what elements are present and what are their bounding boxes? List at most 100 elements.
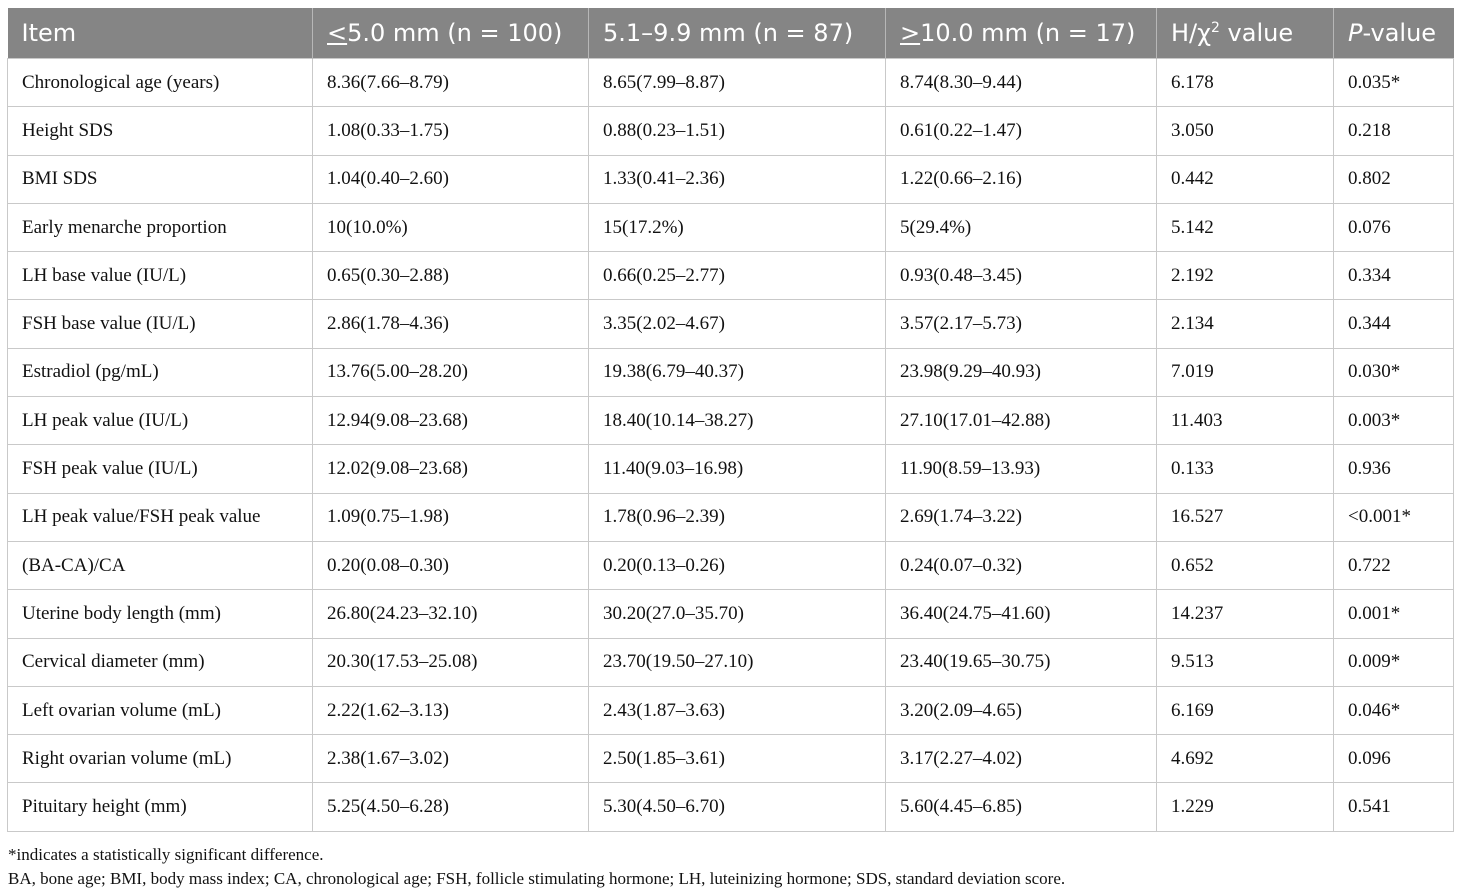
cell-item: LH peak value (IU/L) [7, 396, 313, 446]
cell-statistic: 14.237 [1156, 589, 1334, 639]
cell-p-value: 0.001* [1333, 589, 1454, 639]
cell-group-3: 5(29.4%) [885, 202, 1157, 253]
cell-p-value: 0.009* [1333, 637, 1454, 687]
header-row: Item <5.0 mm (n = 100) 5.1–9.9 mm (n = 8… [7, 8, 1454, 59]
footnote-significance: *indicates a statistically significant d… [8, 845, 324, 864]
table-body: Chronological age (years) 8.36(7.66–8.79)… [7, 57, 1454, 832]
cell-item: Chronological age (years) [7, 57, 313, 108]
cell-group-1: 2.22(1.62–3.13) [312, 685, 589, 736]
cell-statistic: 0.442 [1156, 154, 1334, 204]
cell-group-3: 27.10(17.01–42.88) [885, 396, 1157, 446]
cell-statistic: 0.133 [1156, 444, 1334, 494]
header-group-3: >10.0 mm (n = 17) [885, 8, 1157, 59]
cell-statistic: 0.652 [1156, 540, 1334, 591]
cell-group-2: 18.40(10.14–38.27) [588, 396, 886, 446]
header-p-rest: -value [1362, 19, 1437, 47]
cell-p-value: 0.802 [1333, 154, 1454, 204]
table-row: Right ovarian volume (mL) 2.38(1.67–3.02)… [7, 734, 1454, 784]
cell-item: FSH peak value (IU/L) [7, 444, 313, 494]
cell-group-1: 1.08(0.33–1.75) [312, 106, 589, 156]
cell-group-1: 13.76(5.00–28.20) [312, 347, 589, 398]
cell-group-1: 20.30(17.53–25.08) [312, 637, 589, 687]
cell-item: FSH base value (IU/L) [7, 299, 313, 349]
cell-statistic: 7.019 [1156, 347, 1334, 398]
cell-group-2: 11.40(9.03–16.98) [588, 444, 886, 494]
cell-group-1: 0.65(0.30–2.88) [312, 251, 589, 301]
table-row: Uterine body length (mm) 26.80(24.23–32.1… [7, 589, 1454, 639]
table-row: LH base value (IU/L) 0.65(0.30–2.88) 0.66(… [7, 251, 1454, 301]
cell-p-value: 0.334 [1333, 251, 1454, 301]
footnote-abbreviations: BA, bone age; BMI, body mass index; CA, … [8, 869, 1066, 888]
cell-statistic: 2.134 [1156, 299, 1334, 349]
cell-p-value: <0.001* [1333, 492, 1454, 542]
table-row: FSH peak value (IU/L) 12.02(9.08–23.68) 11… [7, 444, 1454, 494]
cell-statistic: 9.513 [1156, 637, 1334, 687]
cell-p-value: 0.096 [1333, 734, 1454, 784]
header-p-italic: P [1348, 19, 1363, 47]
cell-group-1: 0.20(0.08–0.30) [312, 540, 589, 591]
cell-group-3: 2.69(1.74–3.22) [885, 492, 1157, 542]
cell-statistic: 2.192 [1156, 251, 1334, 301]
cell-group-3: 23.40(19.65–30.75) [885, 637, 1157, 687]
cell-statistic: 3.050 [1156, 106, 1334, 156]
cell-group-3: 23.98(9.29–40.93) [885, 347, 1157, 398]
cell-group-1: 12.94(9.08–23.68) [312, 396, 589, 446]
cell-item: BMI SDS [7, 154, 313, 204]
table-footnotes: *indicates a statistically significant d… [8, 843, 1065, 891]
header-group-2-text: 5.1–9.9 mm (n = 87) [603, 19, 854, 47]
cell-statistic: 4.692 [1156, 734, 1334, 784]
header-group-3-symbol: > [900, 19, 921, 47]
table-row: LH peak value/FSH peak value 1.09(0.75–1.… [7, 492, 1454, 542]
cell-item: Right ovarian volume (mL) [7, 734, 313, 784]
cell-statistic: 16.527 [1156, 492, 1334, 542]
cell-p-value: 0.030* [1333, 347, 1454, 398]
cell-group-2: 3.35(2.02–4.67) [588, 299, 886, 349]
cell-group-1: 26.80(24.23–32.10) [312, 589, 589, 639]
cell-group-3: 8.74(8.30–9.44) [885, 57, 1157, 108]
table-row: Height SDS 1.08(0.33–1.75) 0.88(0.23–1.51)… [7, 106, 1454, 156]
header-statistic-superscript: 2 [1211, 20, 1220, 36]
cell-item: Pituitary height (mm) [7, 782, 313, 832]
cell-p-value: 0.218 [1333, 106, 1454, 156]
cell-statistic: 6.169 [1156, 685, 1334, 736]
table-row: Estradiol (pg/mL) 13.76(5.00–28.20) 19.38(… [7, 347, 1454, 398]
cell-group-3: 0.93(0.48–3.45) [885, 251, 1157, 301]
cell-group-2: 5.30(4.50–6.70) [588, 782, 886, 832]
cell-group-2: 19.38(6.79–40.37) [588, 347, 886, 398]
cell-group-3: 11.90(8.59–13.93) [885, 444, 1157, 494]
header-statistic-suffix: value [1219, 19, 1294, 47]
cell-item: Left ovarian volume (mL) [7, 685, 313, 736]
cell-group-2: 0.66(0.25–2.77) [588, 251, 886, 301]
cell-group-3: 36.40(24.75–41.60) [885, 589, 1157, 639]
cell-p-value: 0.541 [1333, 782, 1454, 832]
cell-group-2: 15(17.2%) [588, 202, 886, 253]
cell-item: LH peak value/FSH peak value [7, 492, 313, 542]
cell-group-1: 8.36(7.66–8.79) [312, 57, 589, 108]
cell-item: LH base value (IU/L) [7, 251, 313, 301]
cell-group-1: 2.38(1.67–3.02) [312, 734, 589, 784]
cell-group-2: 30.20(27.0–35.70) [588, 589, 886, 639]
table-row: BMI SDS 1.04(0.40–2.60) 1.33(0.41–2.36) 1.2… [7, 154, 1454, 204]
cell-item: Estradiol (pg/mL) [7, 347, 313, 398]
header-group-3-text: 10.0 mm (n = 17) [920, 19, 1136, 47]
cell-group-2: 1.78(0.96–2.39) [588, 492, 886, 542]
header-item: Item [7, 8, 313, 59]
header-group-1-symbol: < [327, 19, 348, 47]
table-row: Pituitary height (mm) 5.25(4.50–6.28) 5.30… [7, 782, 1454, 832]
cell-group-1: 10(10.0%) [312, 202, 589, 253]
cell-group-1: 5.25(4.50–6.28) [312, 782, 589, 832]
cell-group-3: 1.22(0.66–2.16) [885, 154, 1157, 204]
cell-group-1: 1.04(0.40–2.60) [312, 154, 589, 204]
table-row: Early menarche proportion 10(10.0%) 15(17.… [7, 202, 1454, 253]
cell-p-value: 0.076 [1333, 202, 1454, 253]
table-row: Left ovarian volume (mL) 2.22(1.62–3.13) 2… [7, 685, 1454, 736]
cell-group-2: 1.33(0.41–2.36) [588, 154, 886, 204]
cell-p-value: 0.722 [1333, 540, 1454, 591]
cell-statistic: 5.142 [1156, 202, 1334, 253]
cell-item: (BA-CA)/CA [7, 540, 313, 591]
cell-item: Cervical diameter (mm) [7, 637, 313, 687]
cell-group-3: 0.61(0.22–1.47) [885, 106, 1157, 156]
cell-group-2: 0.20(0.13–0.26) [588, 540, 886, 591]
cell-statistic: 11.403 [1156, 396, 1334, 446]
data-table: Item <5.0 mm (n = 100) 5.1–9.9 mm (n = 8… [7, 8, 1454, 832]
